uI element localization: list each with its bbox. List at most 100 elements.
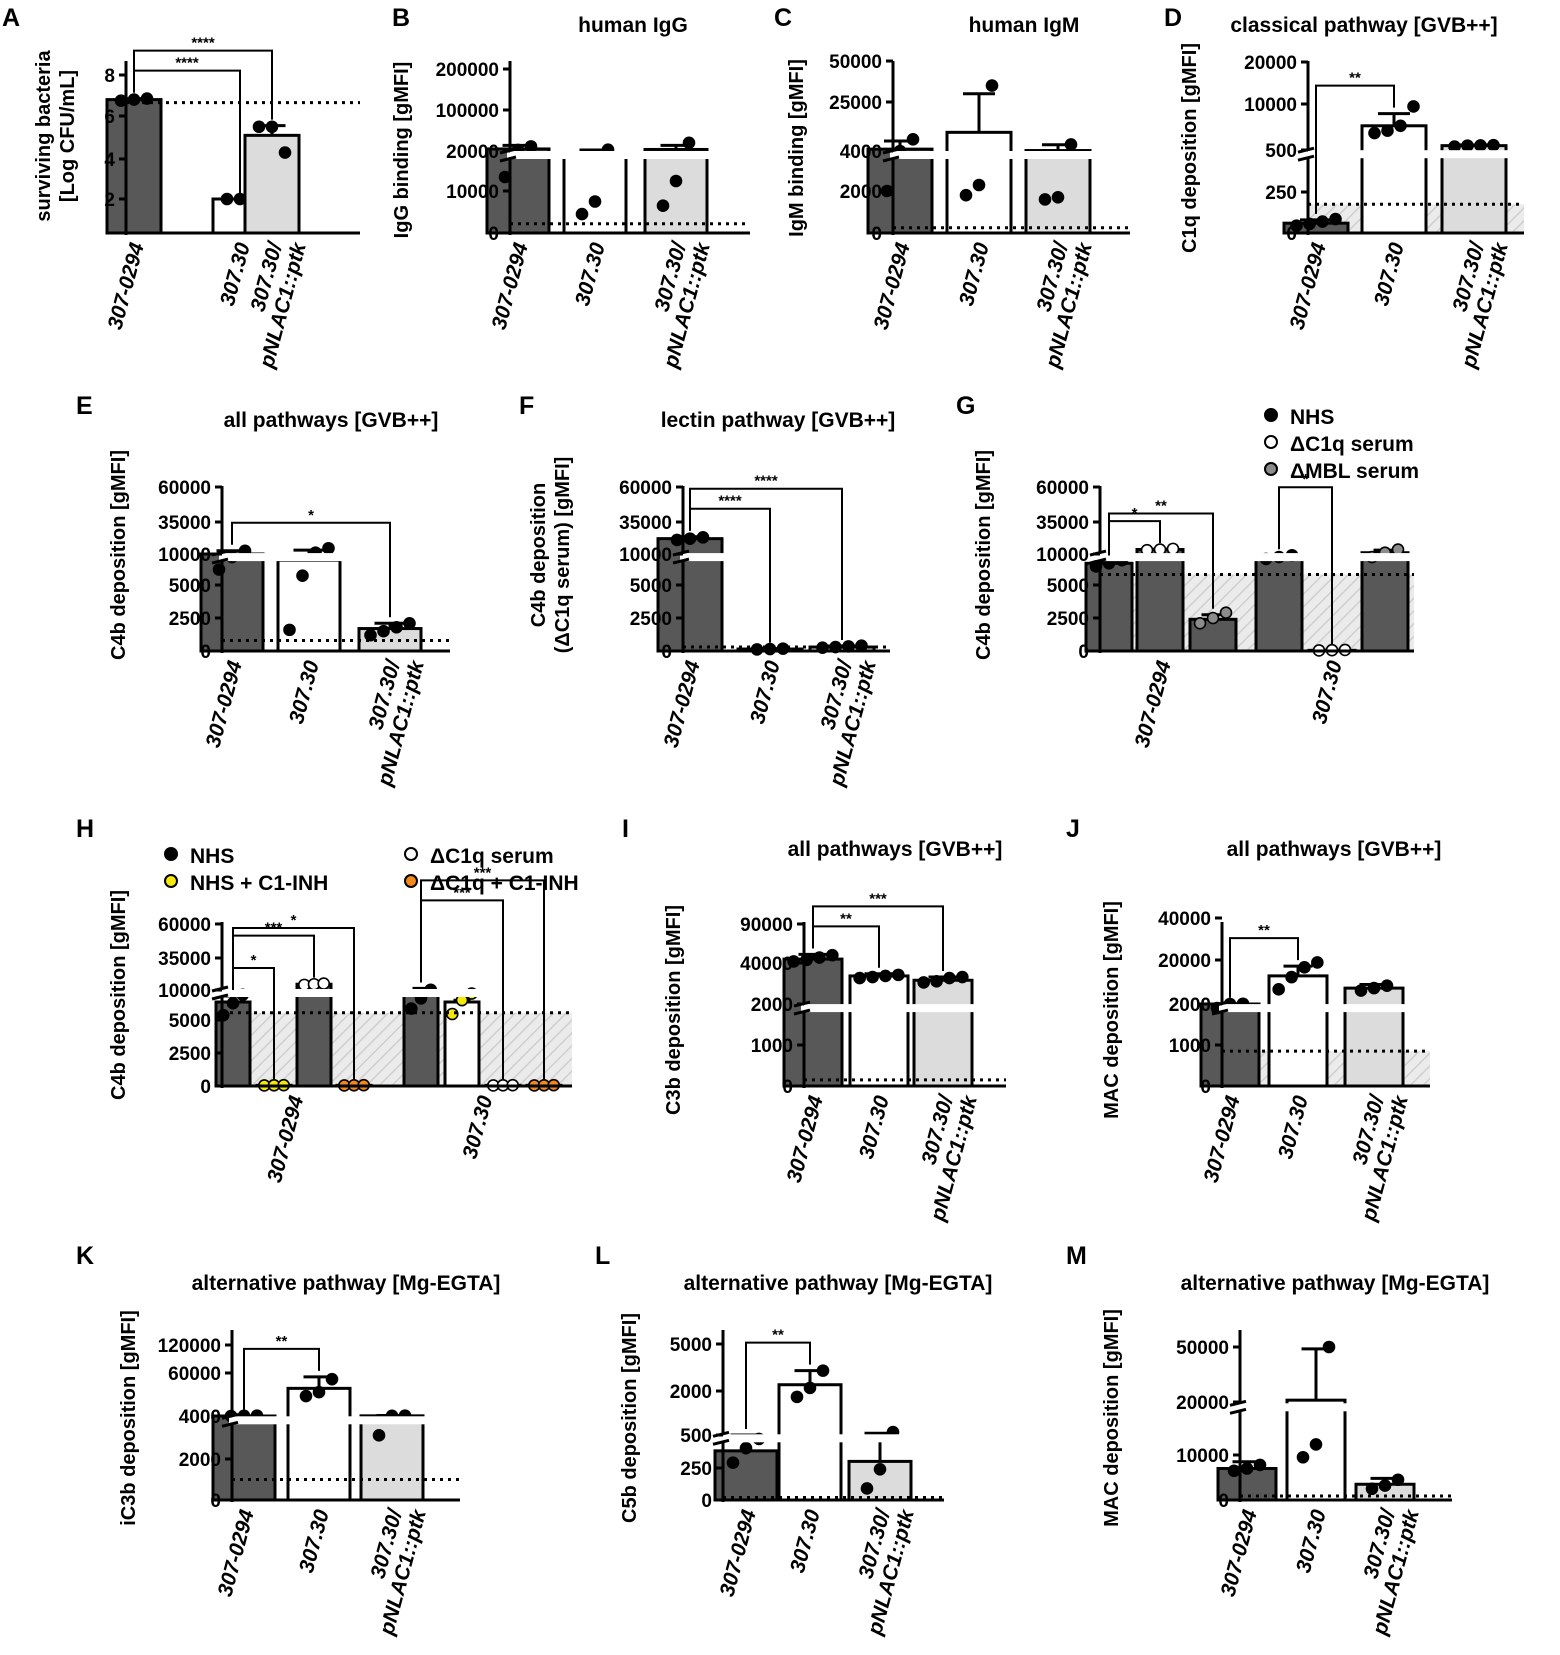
y-tick-label: 6 xyxy=(104,107,115,128)
legend-marker-icon xyxy=(1264,435,1278,449)
y-tick-label: 500 xyxy=(680,1426,712,1447)
data-point xyxy=(1380,979,1394,992)
y-tick-label: 5000 xyxy=(670,1335,712,1356)
data-point xyxy=(1354,984,1368,997)
data-point xyxy=(312,1385,326,1399)
data-point xyxy=(670,533,684,547)
panel-label: G xyxy=(956,392,975,420)
legend-marker-icon xyxy=(164,847,178,861)
legend-item: NHS xyxy=(1264,406,1334,430)
x-tick-label: 307-0294 xyxy=(263,1093,308,1185)
data-point xyxy=(372,1429,386,1442)
significance-bracket xyxy=(1229,937,1299,998)
data-point xyxy=(656,199,670,212)
data-point xyxy=(1322,1340,1336,1354)
y-tick-label: 0 xyxy=(701,1491,712,1512)
bar xyxy=(1440,144,1508,235)
data-point xyxy=(816,1364,830,1377)
y-tick-label: 10000 xyxy=(1036,545,1089,566)
axis-break-mark xyxy=(1297,154,1315,162)
legend-item: ΔC1q + C1-INH xyxy=(404,872,579,896)
y-tick-label: 10000 xyxy=(446,182,499,203)
data-point xyxy=(696,531,710,544)
axis-break-mark xyxy=(793,1008,811,1016)
legend-item: ΔC1q serum xyxy=(1264,433,1414,457)
axis-break-mark xyxy=(882,155,900,163)
significance-bracket xyxy=(1108,512,1214,609)
y-tick-label: 4000 xyxy=(179,1407,221,1428)
y-tick-label: 4000 xyxy=(840,142,882,163)
data-point xyxy=(866,970,879,984)
y-tick-label: 35000 xyxy=(619,513,672,534)
y-tick-label: 35000 xyxy=(1036,513,1089,534)
y-tick-label: 1000 xyxy=(751,1036,793,1057)
y-tick-label: 60000 xyxy=(619,478,672,499)
y-tick-label: 0 xyxy=(1200,1077,1211,1098)
panel-a: A 2 4 6 8 surviving bacteria [Log CFU/mL] 307-0… xyxy=(2,4,360,371)
data-point xyxy=(524,140,538,153)
data-point xyxy=(1051,191,1065,204)
bar xyxy=(211,1414,277,1502)
data-point xyxy=(787,955,800,968)
y-axis-label: IgG binding [gMFI] xyxy=(391,62,413,239)
data-point xyxy=(1206,611,1220,625)
chart-title: human IgM xyxy=(969,14,1080,37)
x-tick-label: 307-0294 xyxy=(716,1507,761,1599)
bar xyxy=(359,1414,425,1502)
significance-label: **** xyxy=(191,35,215,52)
significance-label: **** xyxy=(718,493,742,510)
data-point xyxy=(826,948,839,962)
axis-break-gap xyxy=(1237,1403,1455,1412)
chart-title: all pathways [GVB++] xyxy=(224,409,439,432)
panel-label: L xyxy=(595,1242,610,1270)
y-tick-label: 2500 xyxy=(169,1044,211,1065)
y-tick-label: 0 xyxy=(871,224,882,245)
axis-break-mark xyxy=(1089,557,1107,565)
data-point xyxy=(892,968,905,982)
y-tick-label: 4 xyxy=(104,150,115,171)
significance-label: *** xyxy=(474,864,492,881)
chart-title: human IgG xyxy=(578,14,688,37)
y-tick-label: 100000 xyxy=(436,101,499,122)
data-point xyxy=(377,624,390,638)
y-tick-label: 10000 xyxy=(158,981,211,1002)
legend-marker-icon xyxy=(404,847,418,861)
bar xyxy=(243,133,301,235)
y-tick-label: 10000 xyxy=(619,545,672,566)
x-tick-label: 307-0294 xyxy=(1217,1507,1262,1599)
axis-break-gap xyxy=(1305,150,1527,159)
legend-label: ΔC1q serum xyxy=(1290,433,1414,456)
chart-title: alternative pathway [Mg-EGTA] xyxy=(1181,1272,1490,1295)
data-point xyxy=(1407,100,1420,113)
axis-break-gap xyxy=(219,989,575,997)
data-point xyxy=(726,1456,740,1470)
data-point xyxy=(364,628,377,642)
data-point xyxy=(1487,138,1500,152)
bar xyxy=(1254,555,1304,653)
y-axis-label-2: (ΔC1q serum) [gMFI] xyxy=(552,457,574,654)
bar xyxy=(276,558,342,653)
data-point xyxy=(763,642,777,656)
axis-break-mark xyxy=(211,993,229,1001)
axis-break-mark xyxy=(221,1420,239,1428)
bar xyxy=(1135,548,1185,653)
shaded-region xyxy=(222,1012,572,1086)
x-tick-label: 307.30 xyxy=(458,1093,497,1161)
significance-label: *** xyxy=(869,890,887,907)
axis-break-mark xyxy=(1229,1407,1247,1415)
data-point xyxy=(879,969,892,983)
data-point xyxy=(803,1381,817,1395)
significance-label: * xyxy=(1303,471,1309,488)
data-point xyxy=(1329,212,1342,226)
bar xyxy=(295,982,333,1088)
panel-label: E xyxy=(76,392,93,420)
y-tick-label: 25000 xyxy=(829,93,882,114)
y-axis-label-2: [Log CFU/mL] xyxy=(57,70,79,202)
data-point xyxy=(683,532,697,545)
data-point xyxy=(1394,119,1407,133)
